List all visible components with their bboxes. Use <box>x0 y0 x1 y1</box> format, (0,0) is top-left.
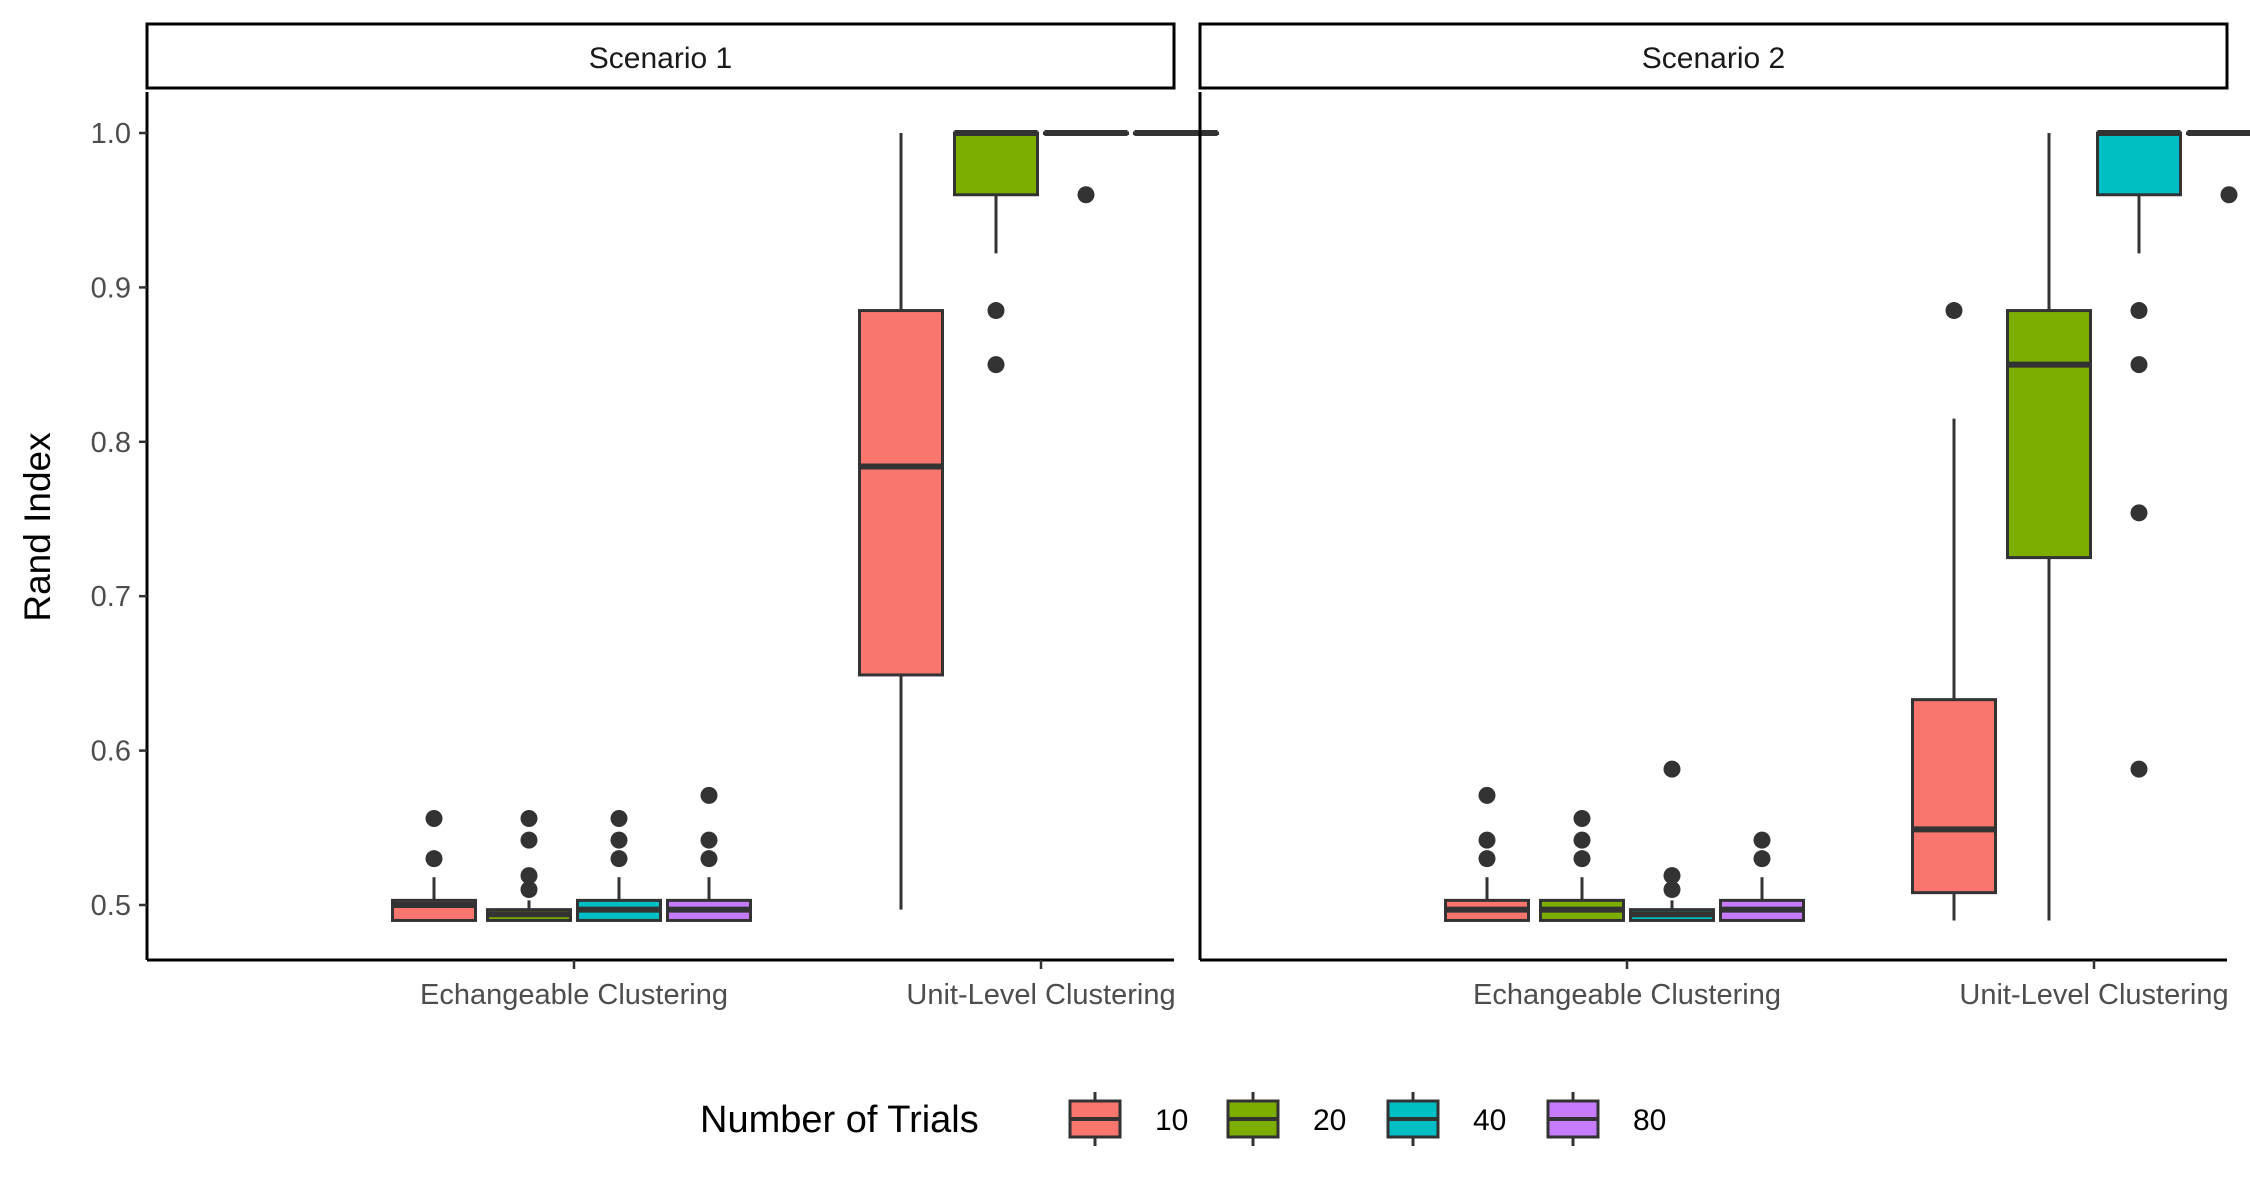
outlier-point <box>1753 850 1771 868</box>
boxplot-box <box>1043 130 1129 204</box>
box-body <box>2006 309 2092 560</box>
boxplot-box <box>1911 302 1997 921</box>
facet-panels: Scenario 1 0.5 0.6 0.7 0.8 0.9 1.0 Echangeable … <box>91 22 2250 1011</box>
boxplot-box <box>858 133 944 910</box>
box-body <box>858 309 944 677</box>
legend-label: 40 <box>1473 1104 1506 1137</box>
y-tick-label: 0.6 <box>91 736 131 768</box>
y-tick-label: 0.8 <box>91 427 131 459</box>
boxplot-box <box>1629 760 1715 922</box>
box-body <box>2096 131 2182 197</box>
outlier-point <box>1478 831 1496 849</box>
boxplot-box <box>1719 831 1805 922</box>
outlier-point <box>610 810 628 828</box>
outlier-point <box>520 831 538 849</box>
outlier-point <box>2220 186 2238 204</box>
outlier-point <box>1573 810 1591 828</box>
y-tick-label: 1.0 <box>91 118 131 150</box>
outlier-point <box>700 850 718 868</box>
y-tick-label: 0.5 <box>91 890 131 922</box>
outlier-point <box>1753 831 1771 849</box>
outlier-point <box>700 831 718 849</box>
boxplot-box <box>576 810 662 922</box>
legend-label: 10 <box>1155 1104 1188 1137</box>
outlier-point <box>987 302 1005 320</box>
outlier-point <box>520 867 538 885</box>
legend-label: 80 <box>1633 1104 1666 1137</box>
boxplot-box <box>2096 130 2182 778</box>
x-tick-label: Unit-Level Clustering <box>906 979 1175 1011</box>
outlier-point <box>700 786 718 804</box>
outlier-point <box>610 831 628 849</box>
y-tick-label: 0.9 <box>91 272 131 304</box>
y-tick-label: 0.7 <box>91 581 131 613</box>
legend-key: 80 <box>1546 1092 1666 1146</box>
outlier-point <box>2130 504 2148 522</box>
outlier-point <box>520 810 538 828</box>
outlier-point <box>520 881 538 899</box>
outlier-point <box>1573 850 1591 868</box>
outlier-point <box>1077 186 1095 204</box>
outlier-point <box>2130 356 2148 374</box>
outlier-point <box>1478 786 1496 804</box>
legend-label: 20 <box>1313 1104 1346 1137</box>
x-tick-label: Echangeable Clustering <box>420 979 728 1011</box>
outlier-point <box>987 356 1005 374</box>
boxplot-box <box>1444 786 1530 922</box>
facet-panel: Scenario 1 0.5 0.6 0.7 0.8 0.9 1.0 Echangeable … <box>91 22 1219 1011</box>
facet-panel: Scenario 2 Echangeable Clustering Unit-Lev… <box>1198 22 2250 1011</box>
legend-key: 40 <box>1386 1092 1506 1146</box>
facet-strip <box>1198 22 2229 90</box>
boxplot-box <box>391 810 477 922</box>
boxplot-box <box>2006 133 2092 921</box>
outlier-point <box>2130 760 2148 778</box>
legend: Number of Trials 10 20 40 80 <box>700 1092 1666 1146</box>
legend-title: Number of Trials <box>700 1099 979 1141</box>
outlier-point <box>1573 831 1591 849</box>
x-tick-label: Echangeable Clustering <box>1473 979 1781 1011</box>
box-body <box>953 131 1039 197</box>
boxplot-box <box>2186 130 2250 204</box>
legend-key: 20 <box>1226 1092 1346 1146</box>
facet-label: Scenario 1 <box>589 42 732 75</box>
boxplot-box <box>666 786 752 922</box>
x-tick-label: Unit-Level Clustering <box>1959 979 2228 1011</box>
facet-strip <box>145 22 1176 90</box>
outlier-point <box>2130 302 2148 320</box>
boxplot-box <box>953 130 1039 374</box>
y-axis-title: Rand Index <box>17 432 58 622</box>
outlier-point <box>1663 881 1681 899</box>
legend-key: 10 <box>1068 1092 1188 1146</box>
outlier-point <box>1663 760 1681 778</box>
outlier-point <box>425 850 443 868</box>
boxplot-box <box>1133 130 1219 136</box>
outlier-point <box>1478 850 1496 868</box>
boxplot-box <box>1539 810 1625 922</box>
legend-keys: 10 20 40 80 <box>1068 1092 1666 1146</box>
boxplot-box <box>486 810 572 922</box>
outlier-point <box>425 810 443 828</box>
outlier-point <box>1663 867 1681 885</box>
facet-label: Scenario 2 <box>1642 42 1785 75</box>
outlier-point <box>610 850 628 868</box>
box-body <box>1911 698 1997 895</box>
outlier-point <box>1945 302 1963 320</box>
